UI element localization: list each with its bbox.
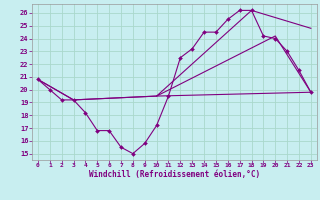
X-axis label: Windchill (Refroidissement éolien,°C): Windchill (Refroidissement éolien,°C) bbox=[89, 170, 260, 179]
